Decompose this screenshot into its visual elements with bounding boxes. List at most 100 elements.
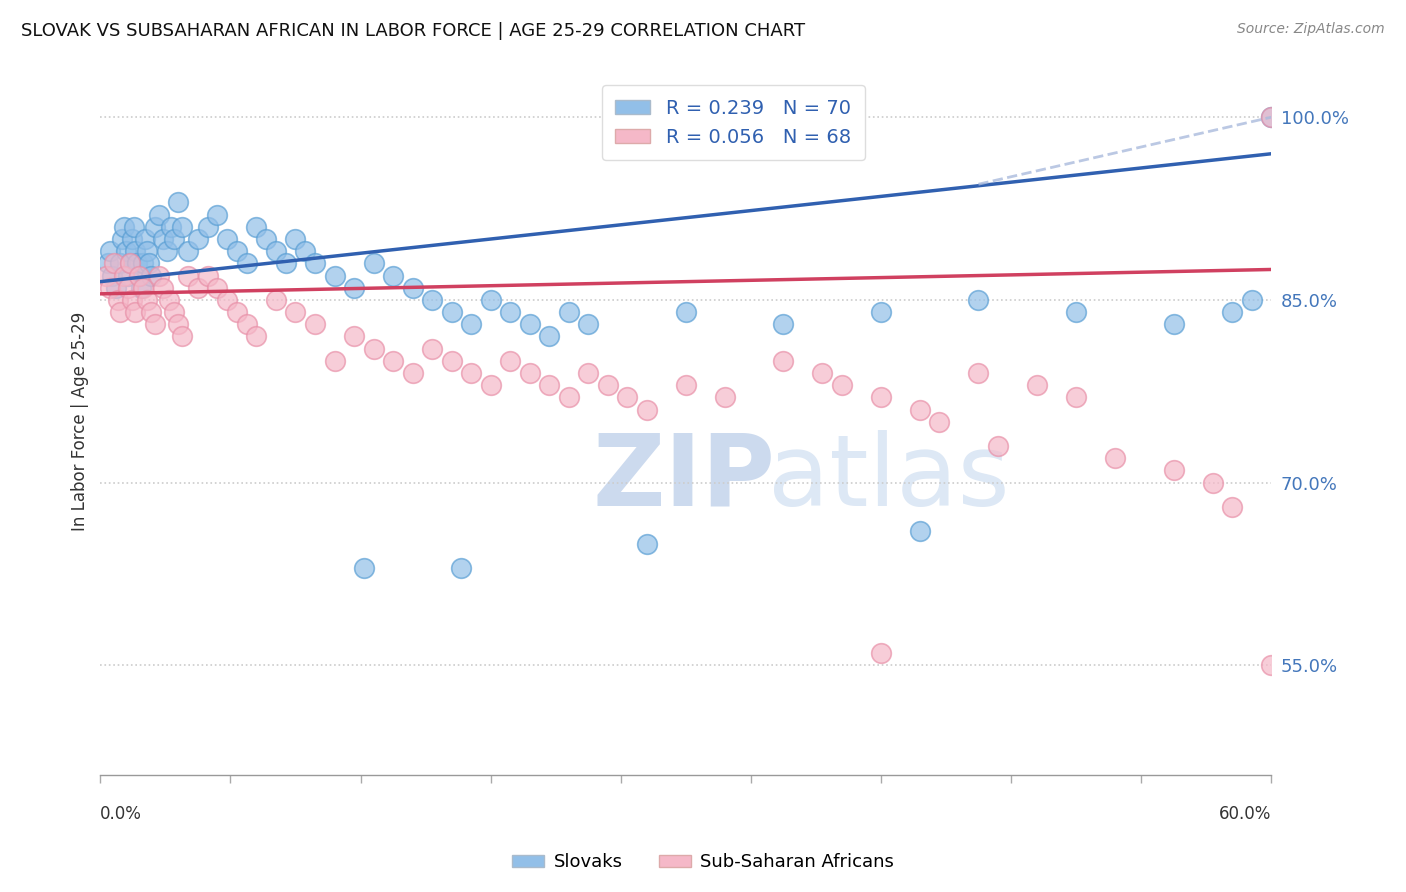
Point	[127, 256, 149, 270]
Point	[148, 268, 170, 283]
Point	[245, 329, 267, 343]
Point	[245, 219, 267, 234]
Point	[363, 256, 385, 270]
Point	[519, 366, 541, 380]
Point	[343, 281, 366, 295]
Point	[675, 305, 697, 319]
Point	[987, 439, 1010, 453]
Text: Source: ZipAtlas.com: Source: ZipAtlas.com	[1237, 22, 1385, 37]
Point	[197, 219, 219, 234]
Point	[772, 354, 794, 368]
Point	[264, 244, 287, 259]
Point	[1260, 658, 1282, 673]
Point	[112, 268, 135, 283]
Point	[675, 378, 697, 392]
Point	[304, 256, 326, 270]
Point	[1026, 378, 1049, 392]
Point	[928, 415, 950, 429]
Point	[1104, 451, 1126, 466]
Point	[159, 219, 181, 234]
Point	[772, 318, 794, 332]
Point	[479, 293, 502, 307]
Point	[157, 293, 180, 307]
Point	[1260, 110, 1282, 124]
Point	[134, 232, 156, 246]
Point	[139, 305, 162, 319]
Point	[152, 281, 174, 295]
Point	[117, 268, 139, 283]
Point	[557, 305, 579, 319]
Point	[108, 256, 131, 270]
Point	[343, 329, 366, 343]
Point	[576, 366, 599, 380]
Text: 60.0%: 60.0%	[1219, 805, 1271, 823]
Point	[1064, 305, 1087, 319]
Text: atlas: atlas	[768, 430, 1010, 527]
Point	[132, 256, 155, 270]
Point	[143, 219, 166, 234]
Point	[172, 329, 194, 343]
Point	[440, 305, 463, 319]
Point	[811, 366, 834, 380]
Point	[177, 268, 200, 283]
Legend: R = 0.239   N = 70, R = 0.056   N = 68: R = 0.239 N = 70, R = 0.056 N = 68	[602, 86, 865, 161]
Point	[967, 293, 990, 307]
Point	[143, 318, 166, 332]
Point	[576, 318, 599, 332]
Point	[167, 318, 190, 332]
Point	[420, 293, 443, 307]
Point	[869, 390, 891, 404]
Point	[112, 219, 135, 234]
Legend: Slovaks, Sub-Saharan Africans: Slovaks, Sub-Saharan Africans	[505, 847, 901, 879]
Point	[401, 281, 423, 295]
Point	[163, 305, 186, 319]
Point	[557, 390, 579, 404]
Point	[967, 366, 990, 380]
Point	[254, 232, 277, 246]
Point	[207, 281, 229, 295]
Point	[363, 342, 385, 356]
Point	[217, 232, 239, 246]
Point	[217, 293, 239, 307]
Point	[519, 318, 541, 332]
Point	[136, 244, 159, 259]
Point	[172, 219, 194, 234]
Point	[596, 378, 619, 392]
Point	[831, 378, 853, 392]
Point	[103, 256, 125, 270]
Point	[274, 256, 297, 270]
Point	[101, 268, 124, 283]
Point	[107, 293, 129, 307]
Point	[163, 232, 186, 246]
Point	[479, 378, 502, 392]
Point	[128, 268, 150, 283]
Point	[96, 268, 118, 283]
Point	[97, 256, 120, 270]
Point	[401, 366, 423, 380]
Point	[538, 378, 561, 392]
Point	[636, 402, 658, 417]
Point	[117, 281, 139, 295]
Point	[1163, 463, 1185, 477]
Point	[382, 268, 405, 283]
Point	[538, 329, 561, 343]
Point	[111, 232, 134, 246]
Point	[108, 305, 131, 319]
Point	[1260, 110, 1282, 124]
Point	[98, 244, 121, 259]
Point	[264, 293, 287, 307]
Point	[284, 305, 307, 319]
Point	[284, 232, 307, 246]
Point	[420, 342, 443, 356]
Point	[152, 232, 174, 246]
Point	[1201, 475, 1223, 490]
Point	[869, 305, 891, 319]
Point	[1220, 305, 1243, 319]
Point	[1064, 390, 1087, 404]
Point	[124, 244, 146, 259]
Point	[197, 268, 219, 283]
Point	[1220, 500, 1243, 514]
Point	[139, 268, 162, 283]
Point	[908, 402, 931, 417]
Point	[294, 244, 316, 259]
